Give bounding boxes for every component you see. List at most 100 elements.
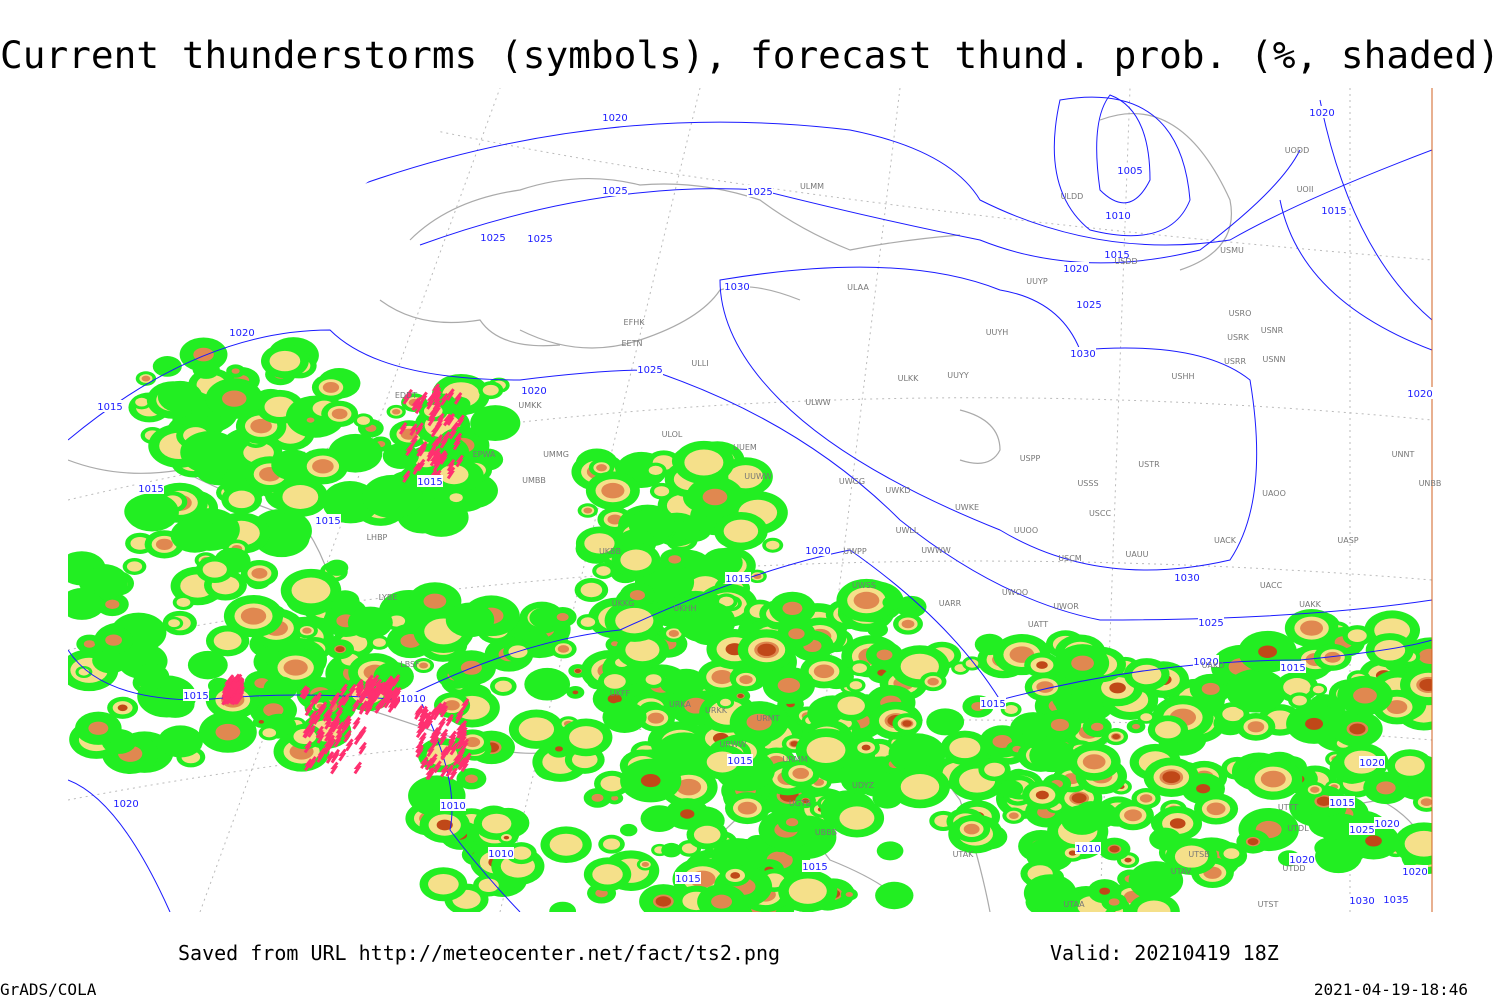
shade-orange <box>668 555 682 564</box>
shade-green <box>180 430 240 474</box>
shade-brown <box>1305 717 1324 730</box>
isobar-label: 1025 <box>602 186 627 197</box>
isobar-label-bg <box>1104 248 1130 260</box>
shade-brown <box>1419 678 1432 692</box>
storm-symbol <box>455 751 464 765</box>
station-code: USHH <box>1172 372 1195 381</box>
isobar-label: 1005 <box>1117 166 1142 177</box>
storm-symbol <box>343 729 352 743</box>
isobar-label-bg <box>747 185 773 197</box>
storm-symbol <box>336 695 346 709</box>
shade-yellow <box>291 577 331 604</box>
isobar-label: 1015 <box>1280 663 1305 674</box>
shade-yellow <box>518 717 555 741</box>
storm-symbol <box>379 681 388 695</box>
storm-symbol <box>414 707 423 720</box>
shade-orange <box>1071 655 1094 671</box>
shade-yellow <box>1394 755 1425 776</box>
station-code: URKK <box>705 706 728 715</box>
shade-green <box>1225 669 1287 713</box>
shade-green <box>998 780 1024 798</box>
isobar-label-bg <box>1402 865 1428 877</box>
isobar-label-bg <box>1280 661 1306 673</box>
shade-brown <box>1068 850 1077 856</box>
storm-symbol <box>351 699 361 712</box>
shade-green <box>325 559 349 576</box>
isobar-label: 1020 <box>1289 855 1314 866</box>
shade-green <box>640 805 678 833</box>
shade-yellow <box>269 350 301 372</box>
isobar-label: 1020 <box>1063 264 1088 275</box>
shade-yellow <box>511 846 532 860</box>
storm-symbol <box>458 757 467 770</box>
isobar-label: 1020 <box>1309 108 1334 119</box>
storm-symbol <box>339 683 348 697</box>
shade-orange <box>306 417 315 423</box>
storm-symbol <box>308 710 318 724</box>
station-code: USCM <box>1058 554 1082 563</box>
storm-symbol <box>302 725 311 739</box>
storm-symbol <box>434 454 444 467</box>
storm-symbol <box>391 674 401 687</box>
shade-green <box>498 876 518 890</box>
station-code: USRK <box>1227 333 1249 342</box>
shade-orange <box>465 774 478 784</box>
shade-yellow <box>648 465 663 475</box>
isobar-label: 1015 <box>675 874 700 885</box>
shade-green <box>413 497 469 537</box>
storm-symbol <box>433 390 442 404</box>
station-code: UWKD <box>885 486 910 495</box>
isobar-label: 1025 <box>1349 825 1374 836</box>
storm-symbol <box>345 738 354 752</box>
station-code: ULDD <box>1061 192 1084 201</box>
isobar-label-bg <box>527 232 553 244</box>
station-code: ULKK <box>898 374 920 383</box>
shade-orange <box>611 641 619 647</box>
isobar-label-bg <box>802 860 828 872</box>
shade-orange <box>1108 898 1120 906</box>
station-code: UKHH <box>673 604 696 613</box>
isobar-label: 1030 <box>1070 349 1095 360</box>
shade-orange <box>251 568 268 579</box>
isobar-label: 1010 <box>1105 211 1130 222</box>
storm-symbol <box>341 693 351 707</box>
station-code: UWOR <box>1053 602 1079 611</box>
title: Current thunderstorms (symbols), forecas… <box>0 34 1500 77</box>
shade-brown <box>655 896 672 907</box>
isobar-label-bg <box>1289 853 1315 865</box>
storm-symbol <box>326 737 336 751</box>
storm-symbol <box>453 391 463 405</box>
isobar-label-bg <box>1198 616 1224 628</box>
storm-symbol <box>426 396 435 410</box>
storm-symbol <box>316 730 326 744</box>
shade-green <box>888 733 946 775</box>
shade-orange <box>1247 721 1265 733</box>
storm-symbol <box>236 677 245 691</box>
shade-yellow <box>1174 845 1209 868</box>
storm-symbol <box>358 741 367 755</box>
shade-orange <box>557 645 570 653</box>
shade-green <box>1029 739 1076 773</box>
station-code: UNNT <box>1392 450 1415 459</box>
shade-orange <box>155 538 173 551</box>
shade-yellow <box>228 490 255 509</box>
storm-symbol <box>446 413 456 426</box>
storm-symbol <box>231 692 240 706</box>
station-code: UAOO <box>1262 489 1286 498</box>
isobar-label: 1015 <box>802 862 827 873</box>
station-code: ULLI <box>691 359 708 368</box>
shade-orange <box>444 700 460 711</box>
storm-symbol <box>429 730 438 744</box>
shade-green <box>895 595 927 618</box>
storm-symbol <box>358 688 368 702</box>
isobar-label: 1015 <box>1104 250 1129 261</box>
shade-yellow <box>788 878 827 904</box>
shade-green <box>187 650 228 680</box>
station-code: UMKK <box>518 401 542 410</box>
isobar-label: 1010 <box>488 849 513 860</box>
storm-symbol <box>330 761 339 775</box>
station-code: UACC <box>1260 581 1283 590</box>
storm-symbol <box>364 677 373 691</box>
shade-green <box>666 668 707 697</box>
shade-orange <box>105 599 120 610</box>
